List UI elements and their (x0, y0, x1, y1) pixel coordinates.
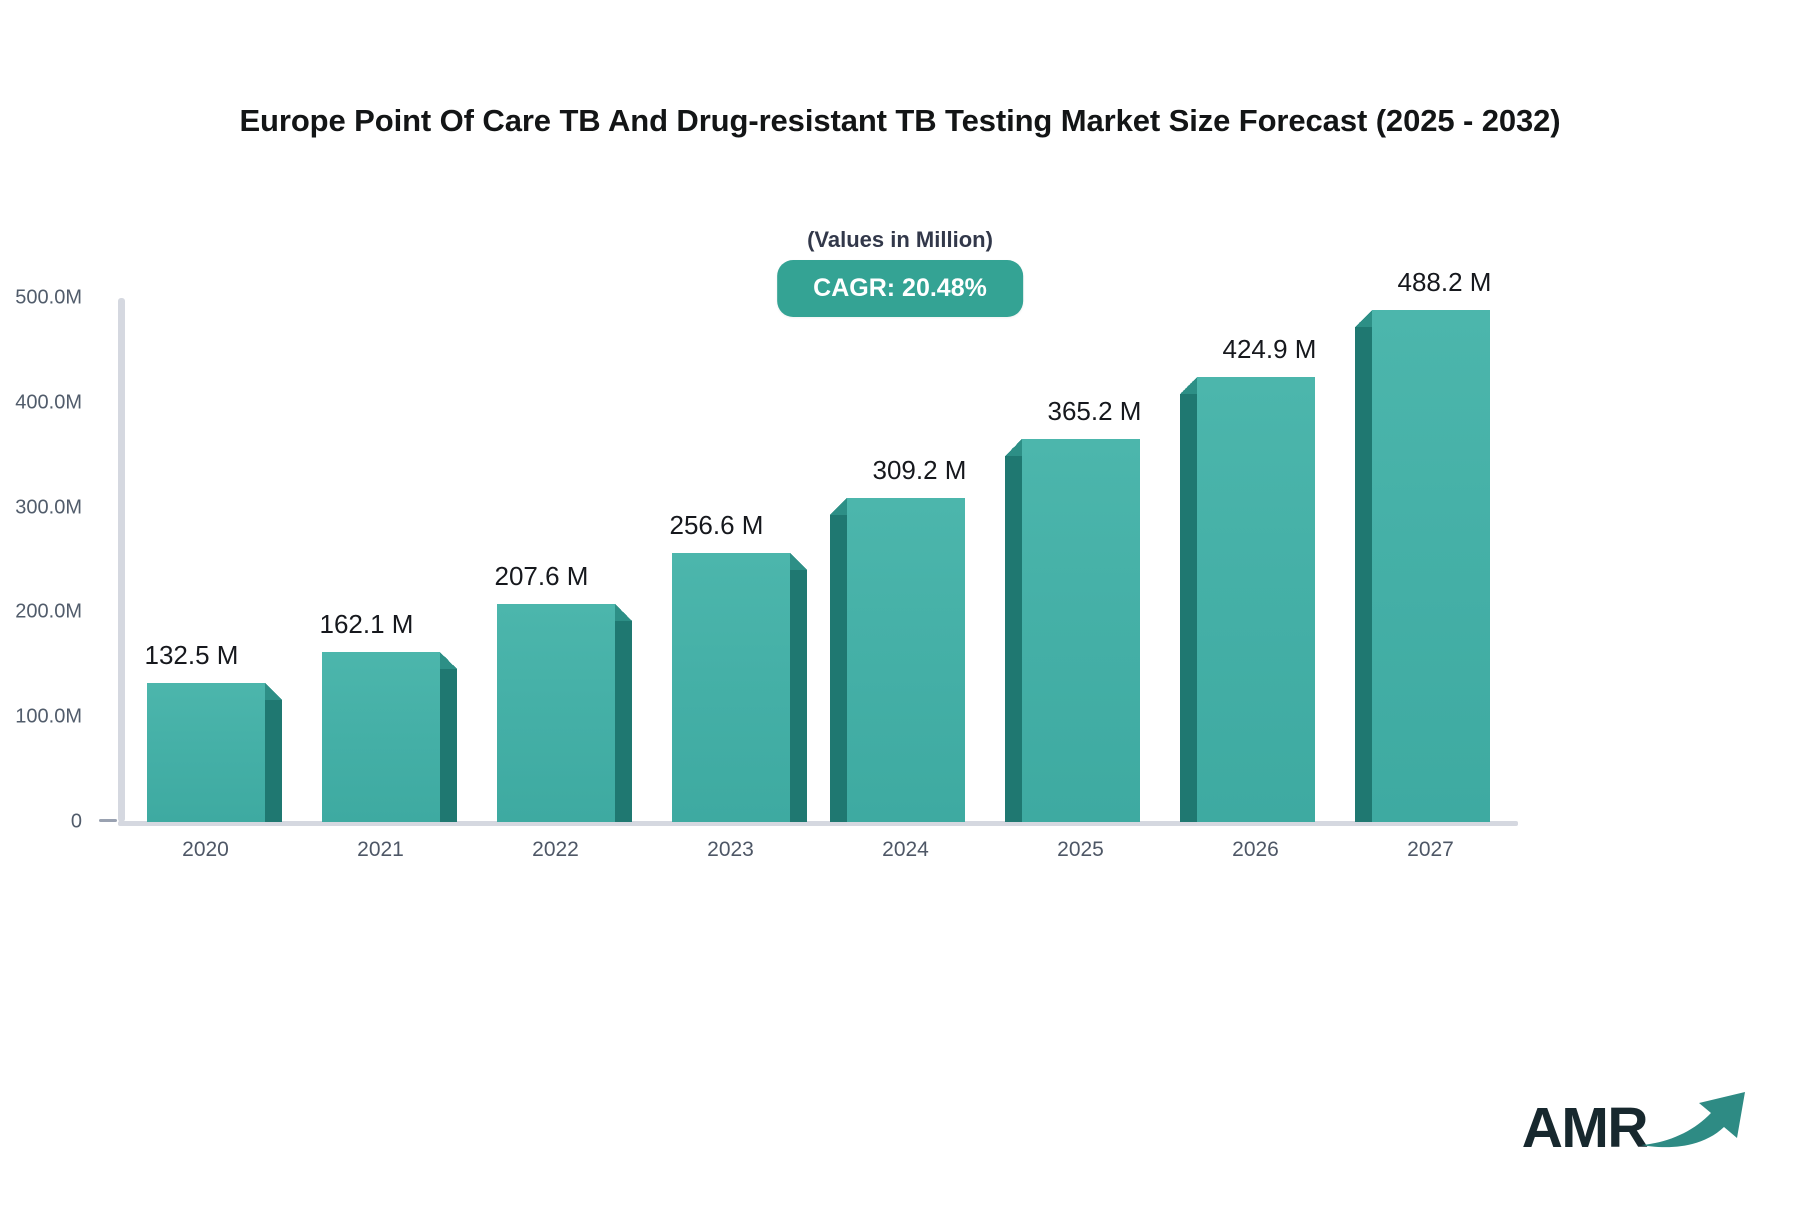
bar-series: 132.5 M 162.1 M 207.6 M 256.6 M 309.2 M 365.2… (118, 267, 1518, 822)
bar-value-label: 132.5 M (144, 640, 239, 671)
x-axis-tick-label: 2025 (1057, 838, 1104, 861)
x-axis-tick-label: 2021 (357, 838, 404, 861)
amr-logo: AMR (1522, 1087, 1755, 1157)
bar-side-panel (614, 621, 632, 822)
x-axis-tick-label: 2023 (707, 838, 754, 861)
bar-value-label: 424.9 M (1222, 333, 1317, 364)
bar-face (146, 683, 265, 822)
x-axis-tick-label: 2020 (182, 838, 229, 861)
bar-top-bevel (614, 604, 632, 622)
bar-top-bevel (789, 553, 807, 571)
y-axis-tick-label: 500.0M (15, 286, 82, 309)
y-axis-tick-label: 200.0M (15, 600, 82, 623)
bar-2022[interactable] (496, 604, 632, 822)
bar-2026[interactable] (1179, 376, 1315, 822)
bar-value-label: 207.6 M (494, 561, 589, 592)
y-axis-tick-label: 100.0M (15, 705, 82, 728)
bar-top-bevel (1354, 310, 1372, 328)
plot-area (118, 298, 1518, 826)
bar-value-label: 488.2 M (1397, 267, 1492, 298)
bar-face (671, 553, 790, 822)
chart-title: Europe Point Of Care TB And Drug-resista… (239, 103, 1561, 138)
bar-side-panel (264, 700, 282, 822)
bar-top-bevel (1179, 376, 1197, 394)
bar-value-label: 365.2 M (1047, 396, 1142, 427)
bar-2024[interactable] (829, 497, 965, 822)
y-axis-tick-label: 0 (70, 810, 82, 833)
bar-side-panel (789, 570, 807, 822)
y-axis-zero-tick (99, 819, 117, 822)
bar-side-panel (1354, 327, 1372, 822)
bar-top-bevel (439, 652, 457, 670)
bar-top-bevel (829, 497, 847, 515)
y-axis-line (118, 298, 125, 822)
x-axis-tick-label: 2026 (1232, 838, 1279, 861)
bar-2023[interactable] (671, 553, 807, 822)
x-axis-tick-labels: 2020 2021 2022 2023 2024 2025 2026 2027 (118, 838, 1518, 878)
bar-side-panel (829, 514, 847, 822)
x-axis-line (118, 821, 1518, 826)
bar-face (846, 497, 965, 822)
bar-face (496, 604, 615, 822)
y-axis-tick-label: 400.0M (15, 391, 82, 414)
bar-side-panel (1179, 393, 1197, 822)
bar-value-label: 256.6 M (669, 510, 764, 541)
bar-top-bevel (1004, 439, 1022, 457)
x-axis-tick-label: 2022 (532, 838, 579, 861)
y-axis-tick-label: 300.0M (15, 496, 82, 519)
bar-face (321, 652, 440, 822)
bar-2020[interactable] (146, 683, 282, 822)
x-axis-tick-label: 2024 (882, 838, 929, 861)
bar-top-bevel (264, 683, 282, 701)
bar-side-panel (439, 669, 457, 822)
bar-2027[interactable] (1354, 310, 1490, 822)
bar-face (1196, 376, 1315, 822)
bar-face (1021, 439, 1140, 822)
bar-2025[interactable] (1004, 439, 1140, 822)
bar-value-label: 162.1 M (319, 609, 414, 640)
x-axis-tick-label: 2027 (1407, 838, 1454, 861)
bar-side-panel (1004, 456, 1022, 822)
bar-face (1371, 310, 1490, 822)
bar-2021[interactable] (321, 652, 457, 822)
cagr-badge: CAGR: 20.48% (777, 260, 1023, 317)
logo-text: AMR (1521, 1096, 1649, 1160)
chart-subtitle: (Values in Million) (807, 227, 993, 252)
bar-value-label: 309.2 M (872, 454, 967, 485)
y-axis-tick-labels: 500.0M 400.0M 300.0M 200.0M 100.0M 0 (0, 287, 100, 833)
growth-arrow-icon (1637, 1088, 1755, 1155)
